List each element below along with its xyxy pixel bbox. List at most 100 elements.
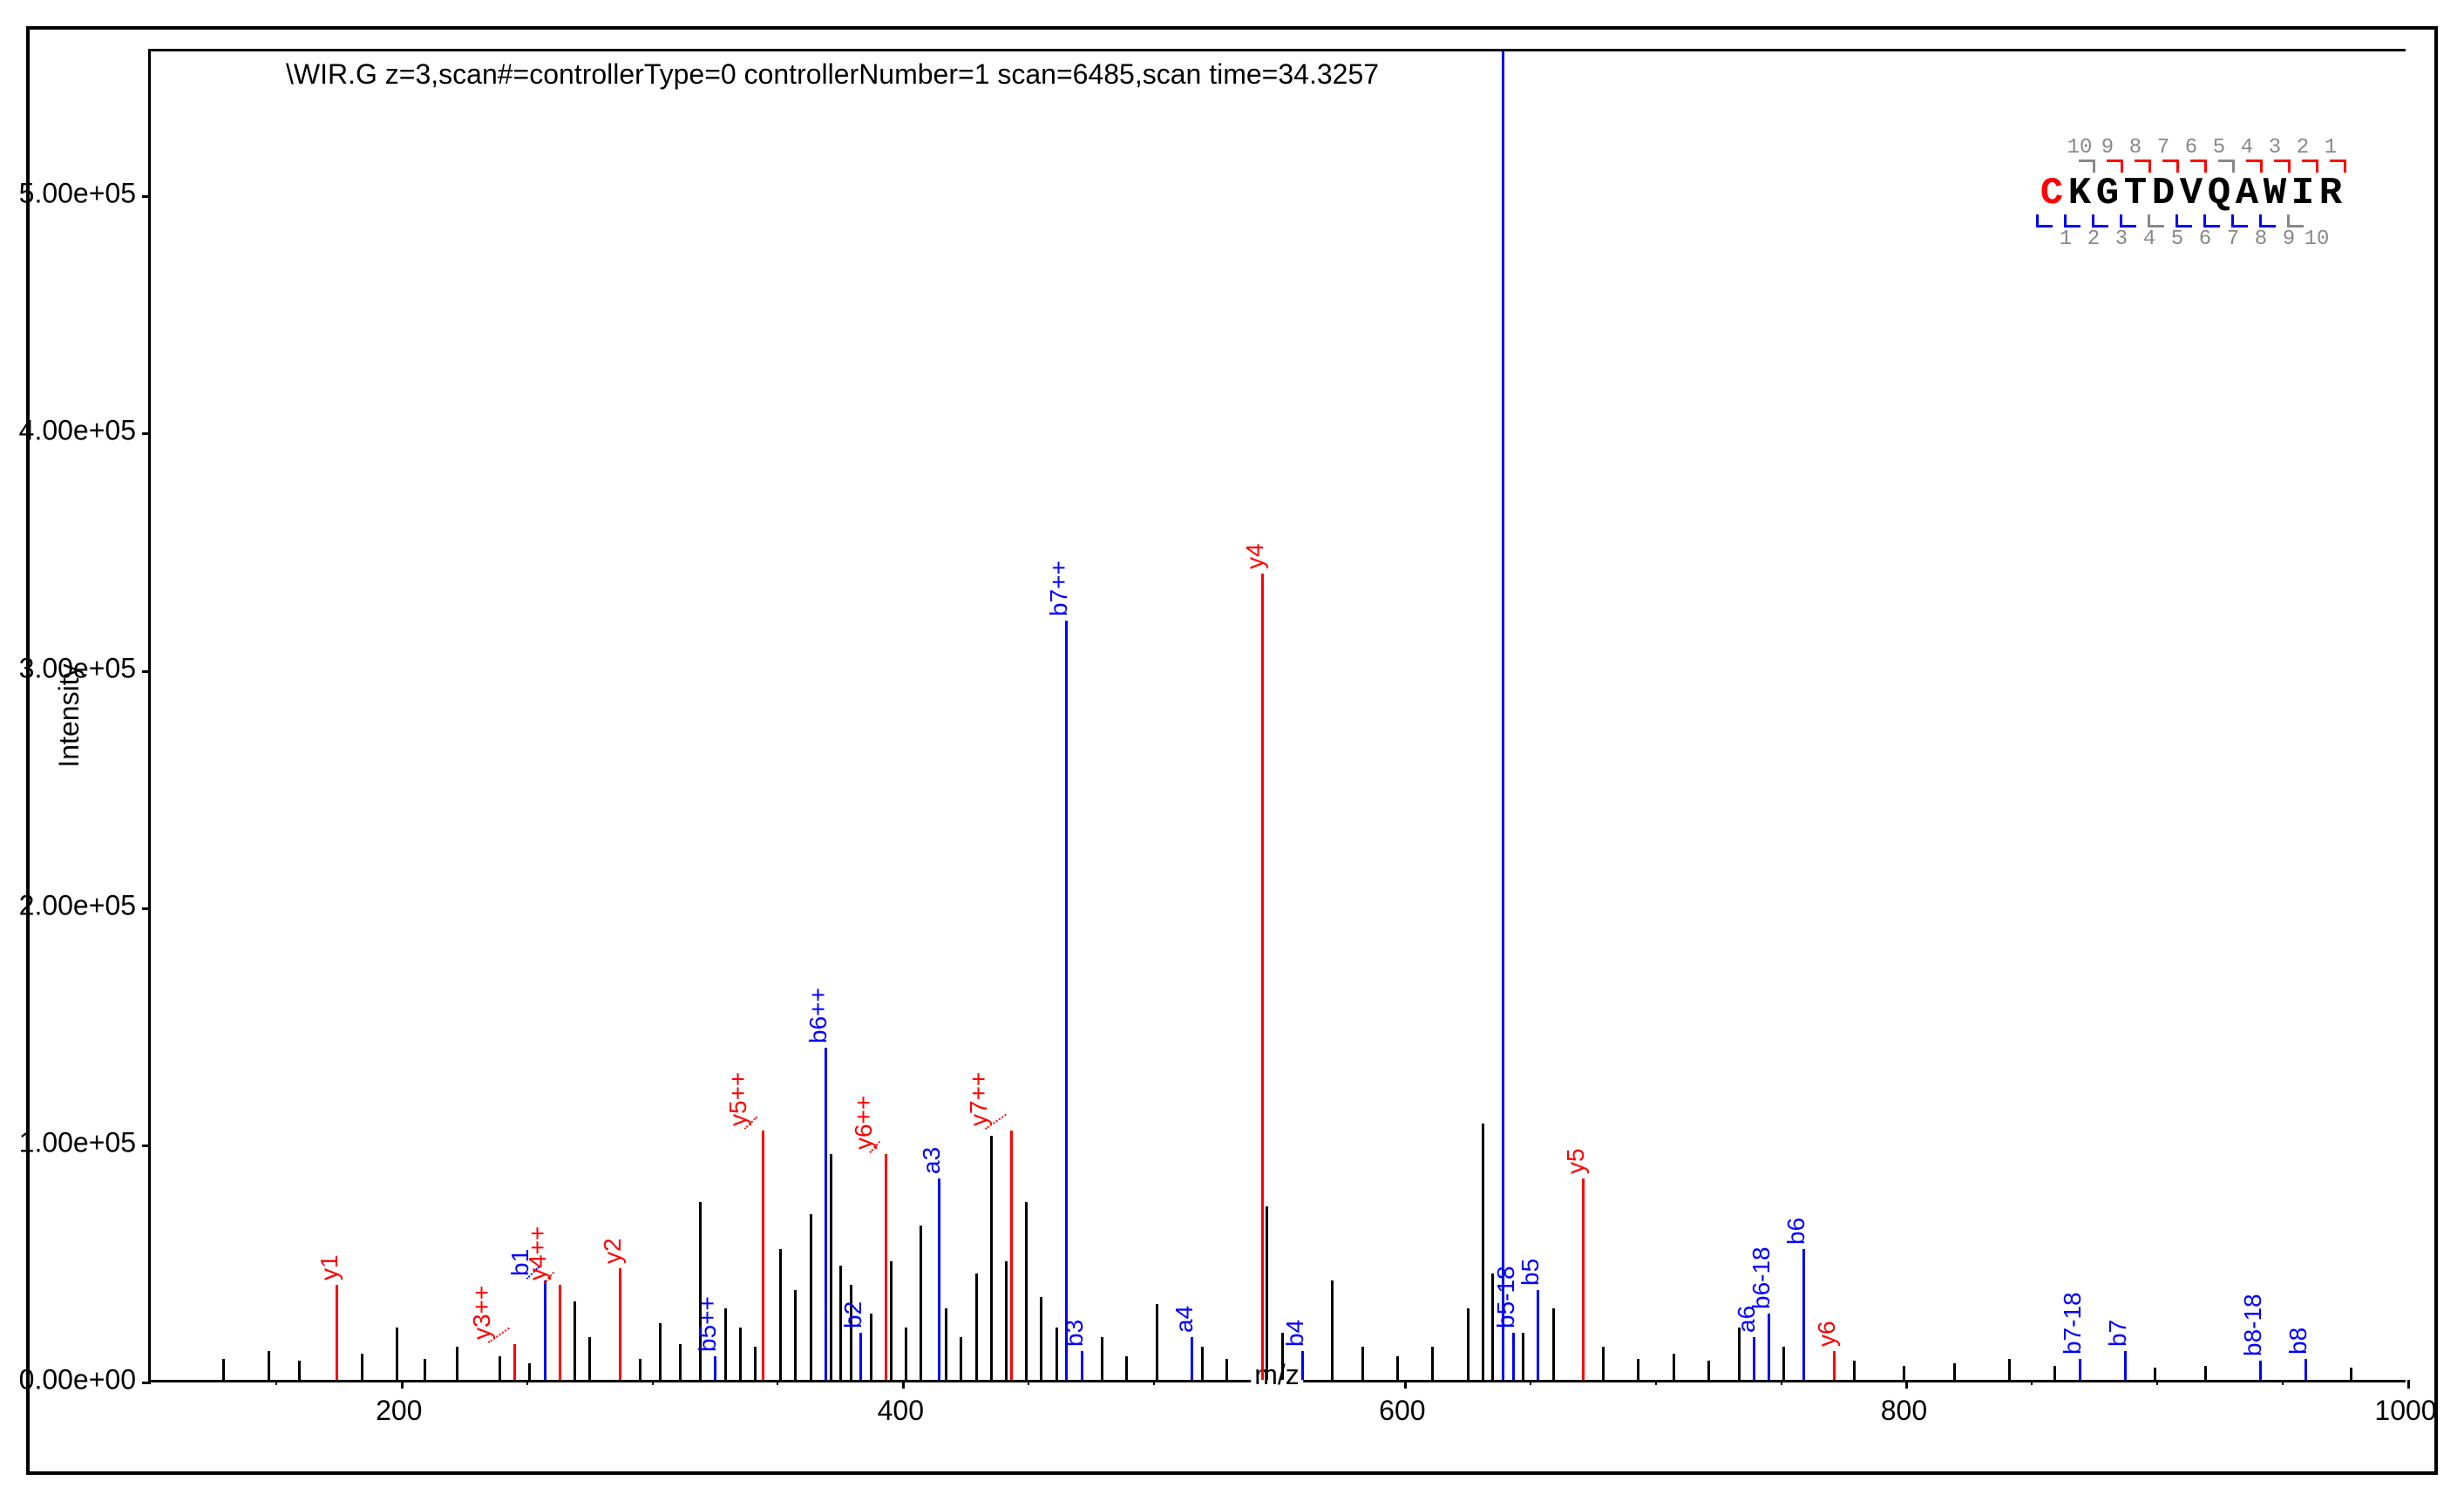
peak-unassigned — [361, 1354, 363, 1380]
peak-unassigned — [528, 1363, 531, 1380]
peak-unassigned — [659, 1323, 662, 1380]
peak-unassigned — [1552, 1308, 1555, 1380]
peak-y1 — [336, 1285, 338, 1380]
peak-unassigned — [794, 1290, 797, 1380]
peak-unassigned — [1040, 1297, 1042, 1380]
seq-bracket-bottom — [2148, 214, 2164, 228]
peak-b5++ — [714, 1356, 716, 1380]
peak-label: b4 — [1281, 1320, 1309, 1347]
seq-bracket-bottom — [2203, 214, 2220, 228]
peak-label: b5-18 — [1492, 1266, 1520, 1328]
peak-unassigned — [1225, 1359, 1228, 1380]
x-tick — [2407, 1380, 2410, 1389]
seq-top-num: 7 — [2149, 136, 2177, 160]
peak-b5-18 — [1512, 1333, 1515, 1380]
peak-unassigned — [222, 1359, 225, 1380]
peak-unassigned — [1782, 1347, 1785, 1380]
peak-unassigned — [2154, 1368, 2156, 1380]
seq-letter: G — [2094, 172, 2121, 215]
y-tick-label: 2.00e+05 — [19, 889, 136, 921]
seq-top-num: 6 — [2177, 136, 2205, 160]
peak-label: y4++ — [524, 1226, 552, 1280]
seq-bracket-bottom — [2092, 214, 2108, 228]
seq-bot-num: 7 — [2219, 228, 2247, 251]
peak-unassigned — [945, 1308, 947, 1380]
peak-y3++ — [513, 1344, 516, 1380]
peak-unassigned — [1431, 1347, 1434, 1380]
peak-y2 — [619, 1268, 621, 1380]
peak-unassigned — [960, 1337, 962, 1380]
seq-top-num: 5 — [2205, 136, 2233, 160]
seq-bracket-bottom — [2036, 214, 2053, 228]
peak-unassigned — [920, 1226, 922, 1380]
plot-container: \WIR.G z=3,scan#=controllerType=0 contro… — [148, 49, 2406, 1382]
peak-label: y5 — [1562, 1148, 1590, 1174]
peak-unassigned — [990, 1136, 993, 1380]
peak-unassigned — [1056, 1328, 1058, 1380]
peak-unassigned — [1025, 1202, 1028, 1380]
seq-top-num: 9 — [2094, 136, 2121, 160]
peak-label: a6 — [1733, 1306, 1761, 1333]
peak-unassigned — [1331, 1280, 1334, 1380]
seq-bracket-bottom — [2259, 214, 2276, 228]
peak-label: y6 — [1813, 1321, 1841, 1348]
peak-label: b6-18 — [1748, 1246, 1775, 1309]
peak-unassigned — [1637, 1359, 1639, 1380]
peak-unassigned — [870, 1314, 872, 1380]
peak-unassigned — [1156, 1304, 1158, 1380]
seq-bracket-top — [2079, 160, 2095, 173]
seq-letter: A — [2233, 172, 2261, 215]
seq-letter: Q — [2205, 172, 2233, 215]
peak-label: y1 — [316, 1255, 343, 1281]
peak-label: b6 — [1782, 1218, 1810, 1245]
peak-unassigned — [1361, 1347, 1364, 1380]
x-tick-label: 200 — [376, 1395, 422, 1427]
peak-unlabeled — [1502, 51, 1504, 1380]
sequence-bottom-numbers: 12345678910 — [2038, 228, 2345, 251]
peak-unassigned — [1101, 1337, 1103, 1380]
peak-y6++ — [885, 1154, 887, 1380]
peak-label: y5++ — [724, 1072, 752, 1126]
y-tick-label: 5.00e+05 — [19, 178, 136, 210]
sequence-letters: CKGTDVQAWIR — [2038, 172, 2345, 215]
peak-unassigned — [1602, 1347, 1605, 1380]
seq-bracket-bottom — [2064, 214, 2080, 228]
peak-label: y4 — [1241, 543, 1269, 569]
seq-bracket-bottom — [2176, 214, 2192, 228]
peak-label: b8-18 — [2239, 1294, 2267, 1357]
peak-unassigned — [830, 1154, 832, 1380]
seq-bot-num: 1 — [2052, 228, 2080, 251]
peak-unassigned — [456, 1347, 458, 1380]
peak-label: b7++ — [1045, 560, 1073, 616]
peak-unassigned — [1738, 1328, 1741, 1380]
peak-y6 — [1833, 1351, 1836, 1380]
peak-unassigned — [1125, 1356, 1128, 1380]
seq-bracket-top — [2218, 160, 2235, 173]
peak-unassigned — [639, 1359, 641, 1380]
seq-bracket-top — [2302, 160, 2318, 173]
seq-letter: V — [2177, 172, 2205, 215]
seq-bracket-top — [2246, 160, 2263, 173]
peak-label: a3 — [918, 1147, 946, 1174]
peak-label: a4 — [1171, 1306, 1198, 1333]
peak-unassigned — [679, 1344, 682, 1380]
peak-label: b3 — [1061, 1320, 1089, 1347]
peak-unassigned — [424, 1359, 426, 1380]
peak-b5 — [1537, 1290, 1539, 1380]
seq-bot-num: 9 — [2275, 228, 2303, 251]
peak-unassigned — [2350, 1368, 2352, 1380]
peak-unassigned — [2008, 1359, 2011, 1380]
peak-unassigned — [739, 1328, 742, 1380]
peak-label: y6++ — [850, 1096, 878, 1150]
peak-y5 — [1582, 1178, 1585, 1380]
peak-unassigned — [1853, 1361, 1856, 1380]
seq-letter: K — [2066, 172, 2094, 215]
sequence-diagram: 10987654321 CKGTDVQAWIR 12345678910 — [2038, 136, 2345, 251]
peak-b7-18 — [2079, 1359, 2081, 1380]
peak-unassigned — [574, 1301, 576, 1380]
peak-unassigned — [779, 1249, 782, 1380]
seq-bracket-bottom — [2231, 214, 2248, 228]
y-tick-label: 1.00e+05 — [19, 1126, 136, 1158]
seq-bracket-top — [2162, 160, 2179, 173]
seq-bracket-top — [2190, 160, 2207, 173]
